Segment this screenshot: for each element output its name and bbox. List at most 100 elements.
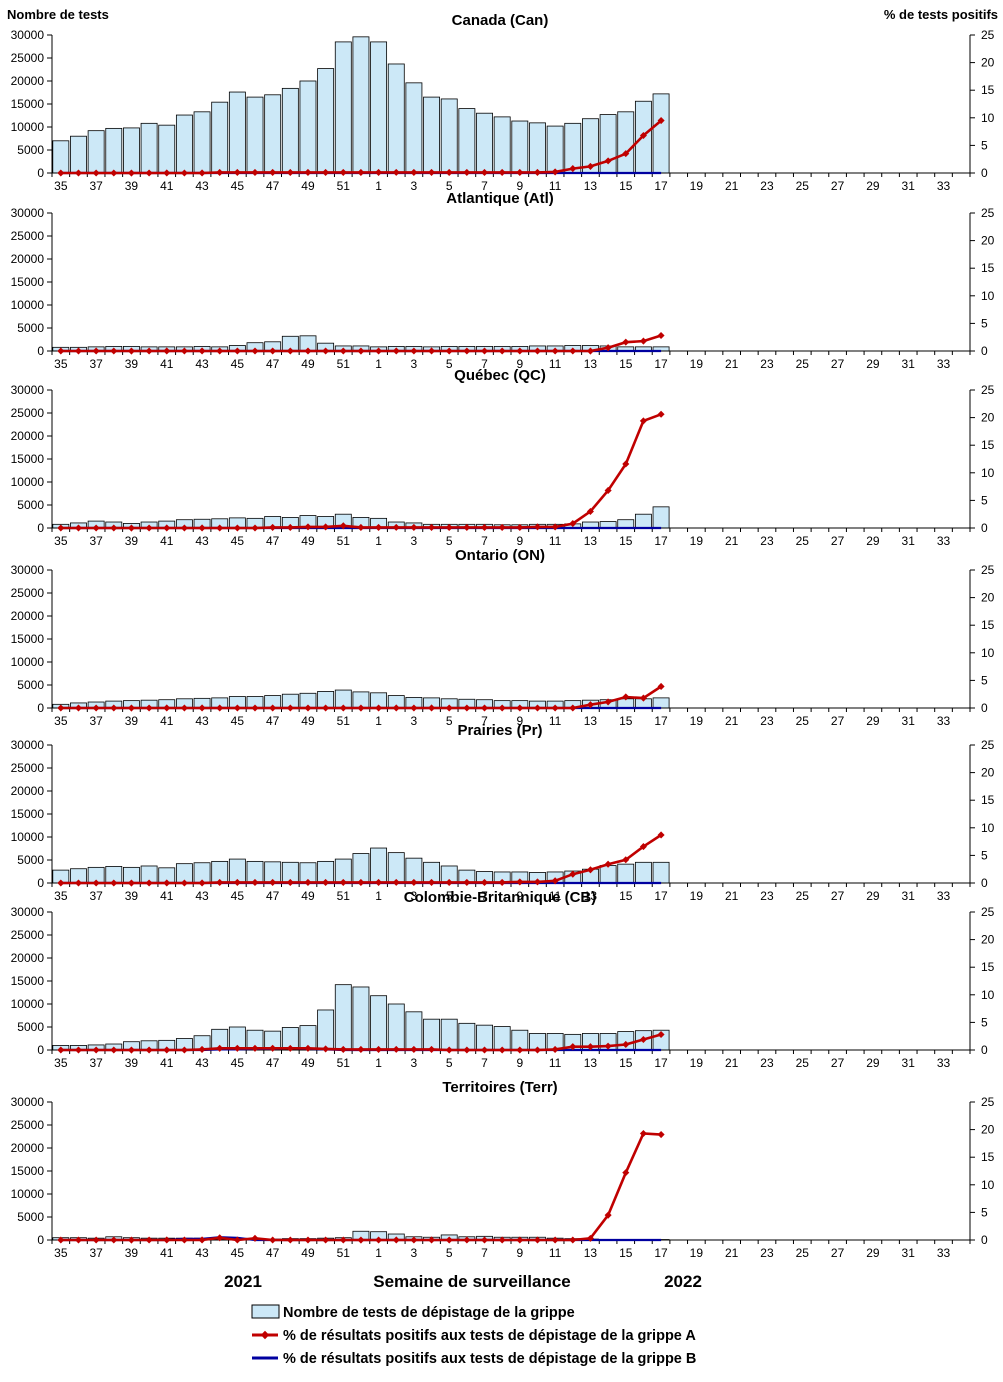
x-axis-title: Semaine de surveillance [373, 1272, 571, 1291]
flu-a-point [445, 168, 453, 176]
flu-a-point [57, 524, 65, 532]
left-y-tick-label: 15000 [11, 632, 45, 646]
x-tick-label: 3 [411, 714, 418, 728]
flu-a-point [216, 168, 224, 176]
tests-bar [70, 135, 87, 174]
x-tick-label: 17 [654, 179, 668, 193]
left-y-tick-label: 20000 [11, 784, 45, 798]
flu-a-point [392, 523, 400, 531]
flu-a-point [516, 1236, 524, 1244]
tests-bar [652, 93, 670, 174]
legend-swatch-tests [251, 1304, 280, 1319]
legend-label-flu-a: % de résultats positifs aux tests de dép… [283, 1328, 696, 1344]
x-tick-label: 23 [760, 1056, 774, 1070]
left-y-tick-label: 10000 [11, 997, 45, 1011]
x-tick-label: 17 [654, 714, 668, 728]
x-tick-label: 27 [831, 357, 845, 371]
flu-a-point [480, 168, 489, 176]
flu-a-point [92, 524, 100, 532]
tests-bar [334, 41, 352, 174]
x-tick-label: 35 [54, 889, 68, 903]
flu-a-point [269, 1044, 277, 1052]
flu-a-point [569, 520, 577, 528]
flu-a-point [286, 1044, 294, 1052]
x-tick-label: 49 [301, 357, 315, 371]
x-tick-label: 35 [54, 1246, 68, 1260]
x-tick-label: 15 [619, 714, 633, 728]
tests-bar [352, 853, 370, 884]
x-tick-label: 11 [549, 889, 562, 903]
left-y-tick-label: 0 [37, 344, 44, 358]
left-y-tick-label: 5000 [17, 143, 44, 157]
left-y-tick-label: 30000 [11, 905, 45, 919]
right-y-tick-label: 20 [981, 1123, 995, 1137]
x-tick-label: 23 [760, 179, 774, 193]
panel-atlantique-atl: Atlantique (Atl) 0 5000 10000 15000 20000 2500… [11, 190, 995, 371]
flu-a-point [375, 1045, 383, 1053]
flu-a-point [233, 704, 241, 712]
flu-a-point [163, 1236, 171, 1244]
x-tick-label: 11 [549, 534, 562, 548]
flu-a-point [657, 1131, 665, 1139]
x-tick-label: 29 [866, 1056, 880, 1070]
flu-a-point [145, 1236, 153, 1244]
left-y-tick-label: 30000 [11, 1095, 45, 1109]
flu-a-point [480, 347, 489, 355]
flu-a-point [480, 1046, 489, 1054]
x-tick-label: 11 [549, 1056, 562, 1070]
tests-bar [617, 863, 635, 884]
left-y-tick-label: 30000 [11, 206, 45, 220]
flu-a-point [516, 523, 524, 531]
flu-a-point [145, 347, 153, 355]
x-tick-label: 25 [796, 714, 810, 728]
right-y-tick-label: 10 [981, 646, 995, 660]
panel-territoires-terr: Territoires (Terr) 0 5000 10000 15000 20000 25… [11, 1079, 995, 1260]
x-tick-label: 19 [690, 357, 704, 371]
x-tick-label: 41 [160, 889, 174, 903]
left-y-tick-label: 10000 [11, 655, 45, 669]
flu-a-point [74, 704, 83, 712]
flu-a-point [516, 168, 524, 176]
flu-a-point [251, 347, 259, 355]
right-y-tick-label: 25 [981, 383, 995, 397]
x-tick-label: 37 [89, 179, 103, 193]
x-tick-label: 11 [549, 357, 562, 371]
flu-a-point [551, 1045, 559, 1053]
x-tick-label: 5 [446, 889, 453, 903]
flu-a-point [251, 704, 259, 712]
x-tick-label: 39 [125, 179, 139, 193]
x-tick-label: 19 [690, 1056, 704, 1070]
tests-bar [476, 112, 493, 174]
x-tick-label: 45 [231, 357, 245, 371]
x-tick-label: 37 [89, 1056, 103, 1070]
x-tick-label: 13 [584, 1246, 598, 1260]
flu-a-point [322, 878, 330, 886]
x-tick-label: 27 [831, 1246, 845, 1260]
x-tick-label: 13 [584, 534, 598, 548]
flu-a-point [392, 704, 400, 712]
tests-bar [634, 513, 652, 529]
flu-a-point [163, 1046, 171, 1054]
x-tick-label: 17 [654, 1246, 668, 1260]
flu-a-point [216, 1044, 224, 1052]
tests-bar [458, 108, 476, 174]
right-y-tick-label: 20 [981, 411, 995, 425]
x-tick-label: 3 [411, 357, 418, 371]
flu-a-point [586, 701, 594, 709]
flu-a-point [639, 1035, 647, 1044]
x-tick-label: 39 [125, 534, 139, 548]
flu-a-point [92, 169, 100, 177]
x-tick-label: 7 [481, 714, 488, 728]
flu-a-point [392, 168, 400, 176]
x-tick-label: 7 [481, 179, 488, 193]
tests-bar [423, 1018, 440, 1051]
flu-a-point [304, 1044, 312, 1052]
x-tick-label: 37 [89, 1246, 103, 1260]
x-tick-label: 5 [446, 357, 453, 371]
x-tick-label: 25 [796, 889, 810, 903]
x-tick-label: 47 [266, 1056, 280, 1070]
x-tick-label: 51 [337, 889, 351, 903]
flu-a-point [339, 168, 347, 176]
x-tick-label: 31 [902, 714, 916, 728]
